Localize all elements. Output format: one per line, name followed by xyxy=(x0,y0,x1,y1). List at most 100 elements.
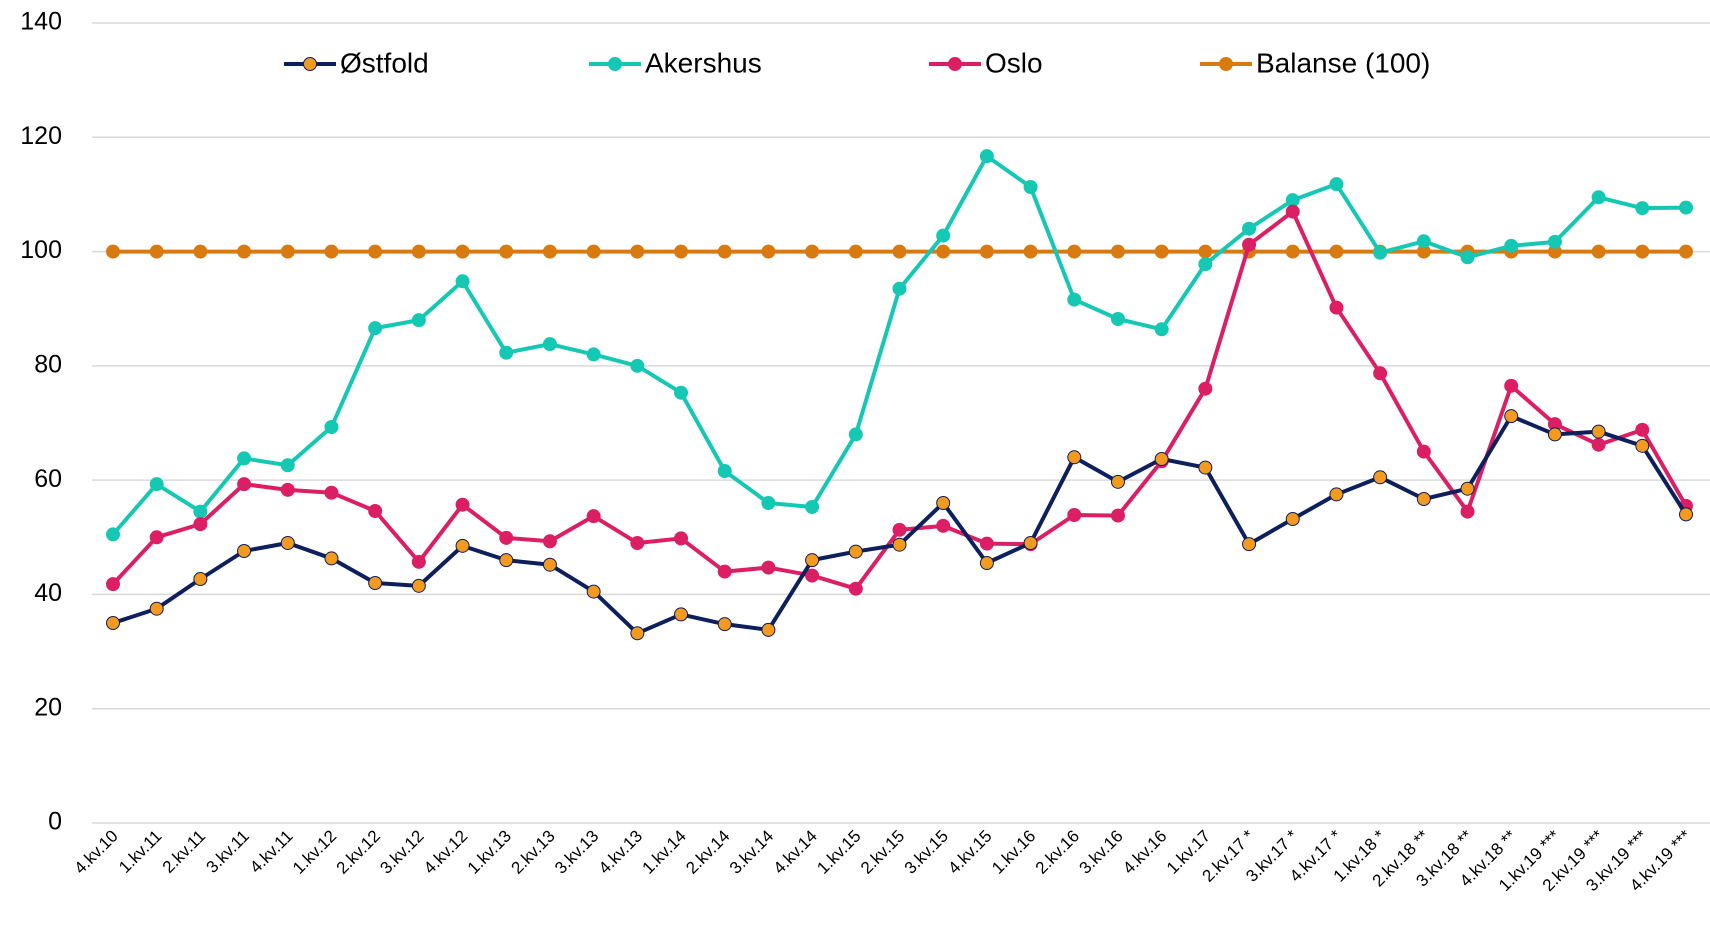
data-point xyxy=(630,358,645,373)
data-point xyxy=(892,537,907,552)
data-point xyxy=(149,601,164,616)
data-point xyxy=(936,518,951,533)
data-point xyxy=(892,522,907,537)
x-tick-label: 4.kv.14 xyxy=(770,826,821,877)
data-point xyxy=(455,244,470,259)
data-point xyxy=(586,509,601,524)
data-point xyxy=(1023,536,1038,550)
data-point xyxy=(1242,221,1257,236)
legend-marker xyxy=(1219,57,1233,71)
data-point xyxy=(1416,234,1431,249)
data-point xyxy=(280,244,295,259)
data-point xyxy=(149,244,164,259)
x-tick-label: 4.kv.12 xyxy=(420,826,471,877)
x-tick-label: 3.kv.15 xyxy=(901,826,952,877)
y-tick-label: 60 xyxy=(34,465,62,493)
x-tick-label: 1.kv.12 xyxy=(289,826,340,877)
data-point xyxy=(717,564,732,579)
y-tick-label: 140 xyxy=(20,8,62,36)
y-tick-label: 120 xyxy=(20,122,62,150)
data-point xyxy=(324,420,339,434)
data-point xyxy=(936,228,951,243)
data-point xyxy=(892,281,907,296)
data-point xyxy=(1242,237,1257,252)
data-point xyxy=(193,244,208,259)
x-tick-label: 1.kv.13 xyxy=(464,826,515,877)
x-tick-label: 2.kv.12 xyxy=(333,826,384,877)
data-point xyxy=(542,337,557,352)
x-tick-label: 4.kv.13 xyxy=(595,826,646,877)
data-point xyxy=(761,244,776,259)
data-point xyxy=(499,345,514,360)
data-point xyxy=(761,560,776,575)
data-point xyxy=(1285,244,1300,259)
data-point xyxy=(630,536,645,550)
x-tick-label: 4.kv.11 xyxy=(246,826,296,876)
data-point xyxy=(586,244,601,259)
x-tick-label: 4.kv.10 xyxy=(71,826,122,877)
data-point xyxy=(1679,200,1693,215)
data-point xyxy=(237,451,252,466)
data-point xyxy=(499,553,514,568)
data-point xyxy=(1154,244,1169,259)
data-point xyxy=(280,482,295,497)
x-tick-label: 3.kv.11 xyxy=(202,826,252,876)
data-point xyxy=(1023,180,1038,194)
data-point xyxy=(1635,201,1650,216)
data-point xyxy=(674,385,689,400)
data-point xyxy=(848,581,863,596)
data-point xyxy=(848,244,863,259)
data-point xyxy=(936,496,951,510)
data-point xyxy=(499,244,514,259)
data-point xyxy=(1547,234,1562,249)
data-point xyxy=(761,622,776,637)
data-point xyxy=(1154,322,1169,337)
data-point xyxy=(1329,487,1344,502)
data-point xyxy=(1635,422,1650,437)
data-point xyxy=(1198,381,1213,396)
data-point xyxy=(455,497,470,512)
x-tick-label: 2.kv.15 xyxy=(857,826,908,877)
data-point xyxy=(237,477,252,492)
data-point xyxy=(280,458,295,473)
data-point xyxy=(542,534,557,549)
data-point xyxy=(674,607,689,622)
data-point xyxy=(411,578,426,593)
data-point xyxy=(411,554,426,569)
series-line xyxy=(111,154,1687,536)
data-point xyxy=(630,626,645,641)
data-point xyxy=(1198,244,1213,259)
data-point xyxy=(1329,177,1344,192)
y-tick-label: 40 xyxy=(34,579,62,607)
data-point xyxy=(1591,244,1606,259)
data-point xyxy=(1329,244,1344,259)
data-point xyxy=(1067,292,1082,307)
data-point xyxy=(193,517,208,532)
data-point xyxy=(1110,508,1125,523)
data-point xyxy=(106,616,120,630)
data-point xyxy=(1460,504,1475,519)
data-point xyxy=(1154,452,1169,466)
data-point xyxy=(368,576,383,590)
data-point xyxy=(237,244,252,259)
y-tick-label: 0 xyxy=(48,808,62,836)
data-point xyxy=(1504,409,1519,424)
data-point xyxy=(280,536,295,550)
data-point xyxy=(717,244,732,259)
data-point xyxy=(542,244,557,259)
data-point xyxy=(1242,537,1257,552)
data-point xyxy=(1067,508,1082,522)
data-point xyxy=(674,531,689,546)
data-point xyxy=(1635,438,1650,453)
data-point xyxy=(455,274,470,289)
data-point xyxy=(1416,444,1431,459)
data-point xyxy=(1023,244,1038,259)
data-point xyxy=(805,553,820,568)
data-point xyxy=(1416,492,1431,506)
data-point xyxy=(586,347,601,362)
legend-marker xyxy=(608,57,622,71)
data-point xyxy=(1504,238,1519,253)
data-point xyxy=(1329,300,1344,315)
data-point xyxy=(1635,244,1650,259)
